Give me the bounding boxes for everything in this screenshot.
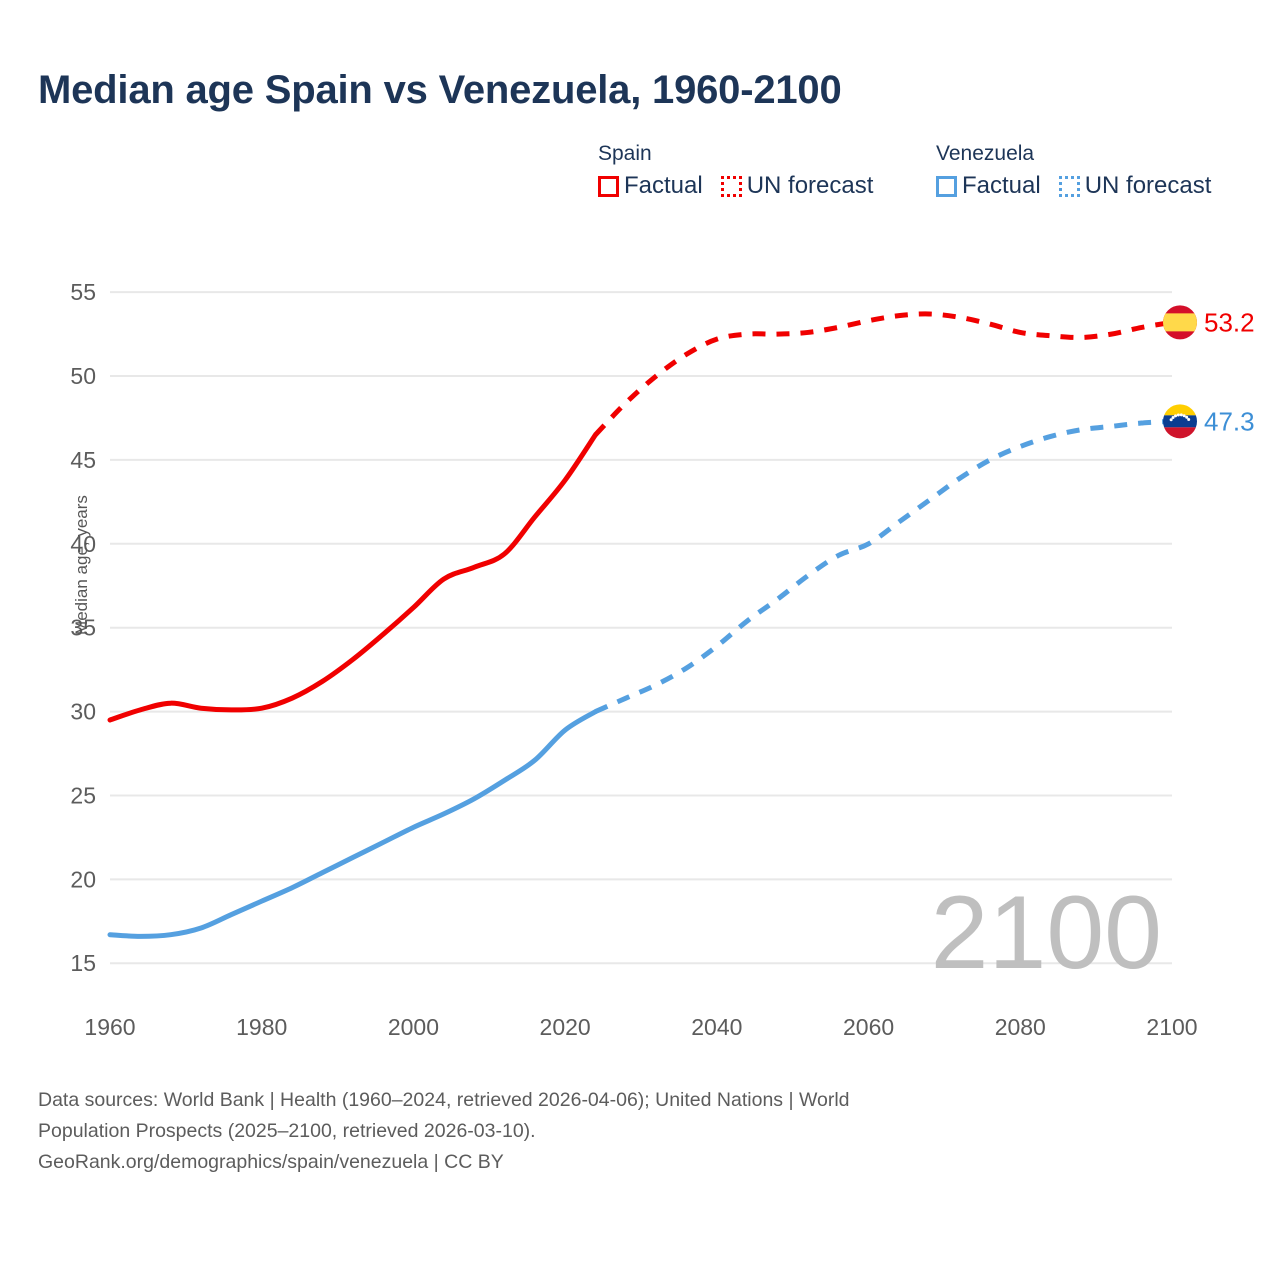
y-tick-label: 55 xyxy=(70,279,96,305)
legend-label-spain-forecast: UN forecast xyxy=(746,172,874,199)
venezuela-flag-icon xyxy=(1163,404,1197,439)
page-title: Median age Spain vs Venezuela, 1960-2100 xyxy=(38,68,842,112)
x-tick-labels: 1960 1980 2000 2020 2040 2060 2080 2100 xyxy=(84,1014,1197,1040)
y-tick-label: 25 xyxy=(70,782,96,808)
legend-swatch-dotted-icon xyxy=(720,175,742,197)
x-tick-label: 2000 xyxy=(388,1014,439,1040)
series-line-forecast xyxy=(593,311,1173,437)
y-tick-label: 15 xyxy=(70,950,96,976)
x-tick-label: 2100 xyxy=(1146,1014,1197,1040)
data-series-layer xyxy=(107,311,1173,939)
spain-flag-icon xyxy=(1163,305,1197,340)
x-tick-label: 2060 xyxy=(843,1014,894,1040)
y-tick-label: 40 xyxy=(70,531,96,557)
legend-item-spain-factual[interactable]: Factual xyxy=(598,173,703,199)
footer-sources: Data sources: World Bank | Health (1960–… xyxy=(38,1085,1218,1178)
legend-label-spain-factual: Factual xyxy=(624,172,703,199)
footer-line-1: Data sources: World Bank | Health (1960–… xyxy=(38,1089,850,1111)
line-chart: 15 20 25 30 35 40 45 50 55 1960 1980 2000 2020 2040 2… xyxy=(70,279,1255,1040)
x-tick-label: 1960 xyxy=(84,1014,135,1040)
legend-item-venezuela-forecast[interactable]: UN forecast xyxy=(1058,172,1212,199)
y-tick-label: 50 xyxy=(70,363,96,389)
footer-line-3: GeoRank.org/demographics/spain/venezuela… xyxy=(38,1151,504,1173)
legend-country-spain: Spain xyxy=(598,142,652,165)
legend-swatch-solid-icon xyxy=(936,175,957,197)
series-line-forecast xyxy=(594,418,1173,714)
y-tick-labels: 15 20 25 30 35 40 45 50 55 xyxy=(70,279,96,976)
endpoint-markers: 53.2 47.3 xyxy=(1163,305,1255,439)
y-tick-label: 30 xyxy=(70,699,96,725)
legend-swatch-solid-icon xyxy=(598,175,619,197)
y-tick-label: 45 xyxy=(70,447,96,473)
series-line-factual xyxy=(107,709,598,939)
y-tick-label: 20 xyxy=(70,866,96,892)
x-tick-label: 1980 xyxy=(236,1014,287,1040)
legend-group-venezuela: Venezuela Factual UN forecast xyxy=(936,143,1246,199)
chart-legend: Spain Factual UN forecast Venezuela Fact… xyxy=(598,143,1246,199)
year-watermark: 2100 xyxy=(931,875,1162,991)
legend-country-venezuela: Venezuela xyxy=(936,142,1035,165)
y-axis-label: Median age, years xyxy=(72,495,91,635)
gridlines xyxy=(110,291,1172,965)
legend-label-venezuela-factual: Factual xyxy=(962,172,1041,199)
x-tick-label: 2080 xyxy=(995,1014,1046,1040)
footer-line-2: Population Prospects (2025–2100, retriev… xyxy=(38,1120,536,1142)
legend-item-spain-forecast[interactable]: UN forecast xyxy=(720,172,874,199)
series-line-factual xyxy=(107,432,598,723)
legend-group-spain: Spain Factual UN forecast xyxy=(598,143,936,199)
y-tick-label: 35 xyxy=(70,615,96,641)
x-tick-label: 2020 xyxy=(540,1014,591,1040)
legend-swatch-dotted-icon xyxy=(1058,175,1080,197)
legend-label-venezuela-forecast: UN forecast xyxy=(1084,172,1212,199)
spain-end-value: 53.2 xyxy=(1204,307,1255,337)
venezuela-end-value: 47.3 xyxy=(1204,406,1255,436)
x-tick-label: 2040 xyxy=(691,1014,742,1040)
legend-item-venezuela-factual[interactable]: Factual xyxy=(936,173,1041,199)
